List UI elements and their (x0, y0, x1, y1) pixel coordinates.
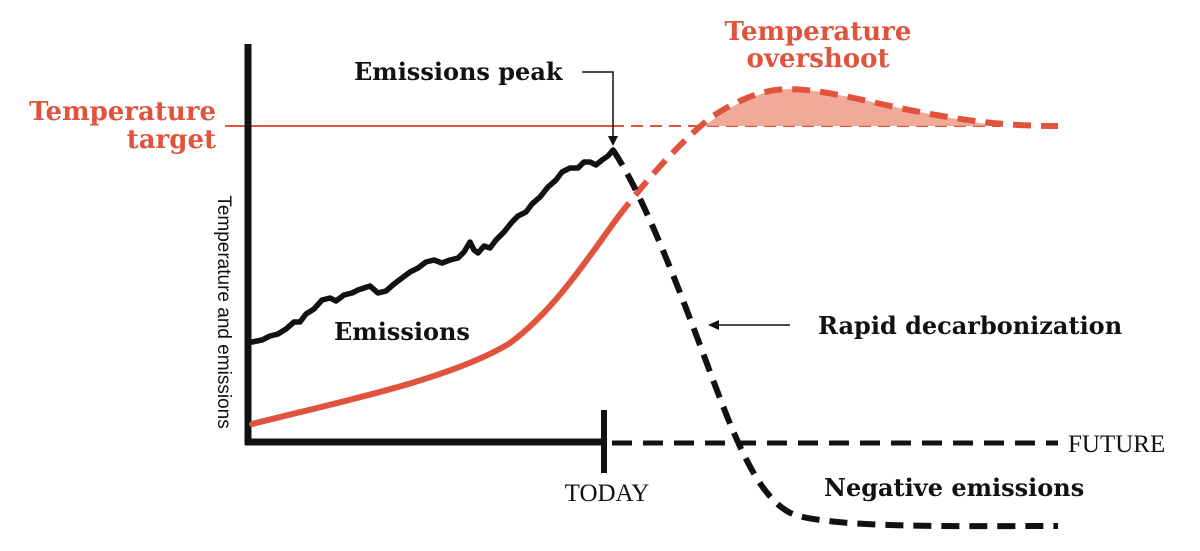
today-label: TODAY (565, 480, 650, 507)
negative-emissions-label: Negative emissions (824, 473, 1084, 502)
emissions-label: Emissions (334, 317, 470, 346)
emissions-curve (249, 147, 616, 345)
y-axis-label: Temperature and emissions (213, 195, 234, 428)
overshoot-area (705, 89, 1000, 126)
temperature-overshoot-label-line2: overshoot (747, 44, 890, 74)
rapid-decarbonization-label: Rapid decarbonization (818, 311, 1122, 340)
emissions-projection-curve (610, 148, 1059, 530)
rapid-decarbonization-arrowhead (708, 320, 719, 330)
temperature-target-label-line2: target (127, 125, 216, 155)
emissions-peak-label: Emissions peak (354, 57, 564, 86)
future-label: FUTURE (1068, 431, 1165, 458)
emissions-peak-leader (582, 71, 614, 138)
temperature-target-label-line1: Temperature (29, 97, 216, 127)
temperature-curve (249, 214, 621, 427)
temperature-projection-curve (615, 85, 1059, 219)
temperature-overshoot-label-line1: Temperature (725, 17, 912, 47)
emissions-peak-arrowhead (608, 136, 618, 146)
